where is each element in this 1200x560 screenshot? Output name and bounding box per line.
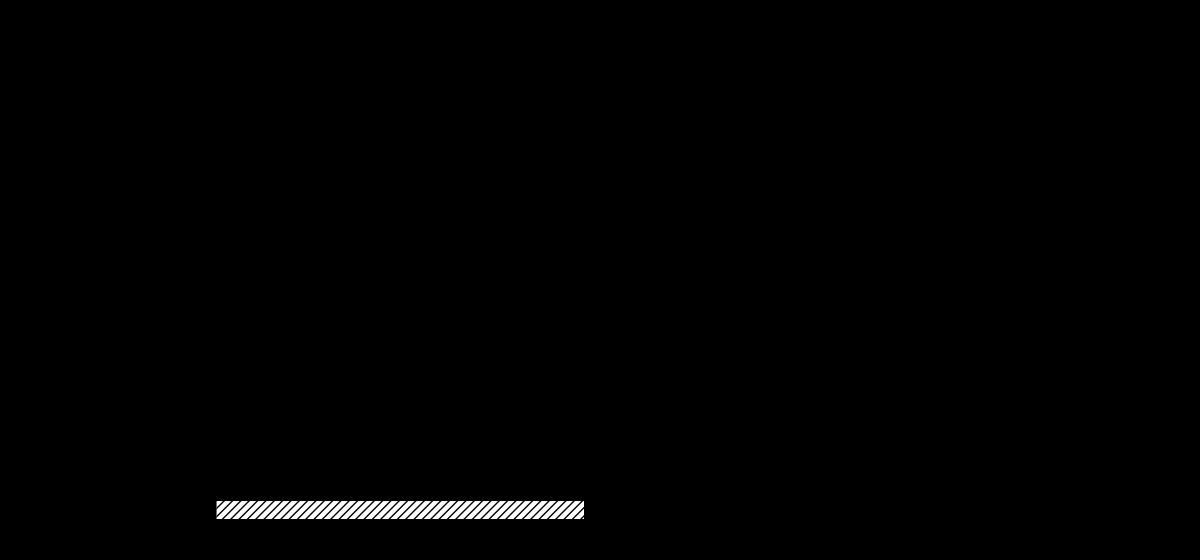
Text: Sine wave: Sine wave: [433, 400, 509, 414]
Text: y: y: [124, 460, 132, 474]
Text: 7 mm: 7 mm: [113, 376, 155, 390]
Text: Fig. 1-14: Fig. 1-14: [469, 515, 552, 532]
Text: Peak: Peak: [550, 306, 584, 320]
Text: layer at y equal to (a) 0, (b) 3.5 mm, and (c) 7 mm.: layer at y equal to (a) 0, (b) 3.5 mm, a…: [20, 123, 446, 140]
Text: Air at 20 °C forms a boundary layer near a solid wall, in which the velocity pro: Air at 20 °C forms a boundary layer near…: [20, 30, 952, 46]
Text: The boundary-layer thickness is 7 mm and the peak velocity is 9 m/s. Compute the: The boundary-layer thickness is 7 mm and…: [20, 76, 961, 94]
Text: $\mathbf{\mathit{V}}_{max}$ = 9 m/s: $\mathbf{\mathit{V}}_{max}$ = 9 m/s: [224, 204, 324, 223]
